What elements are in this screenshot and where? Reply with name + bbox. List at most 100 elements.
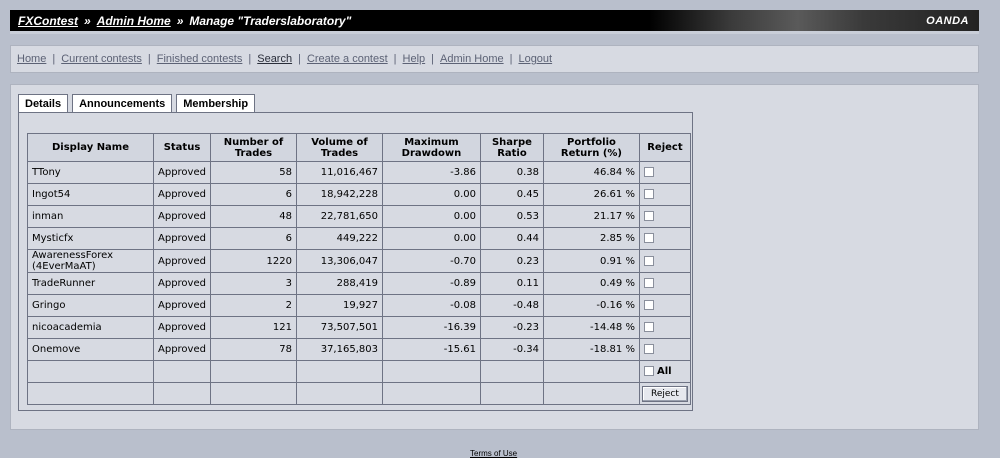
nav-create-contest-link[interactable]: Create a contest — [306, 53, 388, 65]
reject-checkbox[interactable] — [643, 189, 654, 199]
cell-sharpe-ratio: 0.38 — [479, 161, 544, 184]
cell-status: Approved — [153, 205, 211, 228]
cell-trades-count: 6 — [209, 227, 297, 250]
cell-sharpe-ratio: -0.23 — [479, 316, 544, 339]
membership-table: Display Name Status Number of Trades Vol… — [27, 133, 691, 405]
empty-cell — [479, 382, 544, 405]
breadcrumb-admin-home-link[interactable]: Admin Home — [96, 13, 171, 28]
cell-sharpe-ratio: 0.23 — [479, 249, 544, 273]
cell-display-name: Mysticfx — [27, 227, 154, 250]
cell-status: Approved — [153, 294, 211, 317]
cell-max-drawdown: -16.39 — [381, 316, 481, 339]
cell-portfolio-return: -18.81 % — [542, 338, 640, 361]
empty-cell — [27, 382, 154, 405]
cell-status: Approved — [153, 183, 211, 206]
cell-display-name: Onemove — [27, 338, 154, 361]
cell-max-drawdown: -15.61 — [381, 338, 481, 361]
reject-checkbox[interactable] — [643, 255, 654, 266]
nav-help-link[interactable]: Help — [402, 53, 426, 65]
select-all-label: All — [656, 365, 672, 377]
header-divider — [10, 31, 979, 34]
table-row: Mysticfx Approved 6 449,222 0.00 0.44 2.85 % — [27, 227, 691, 250]
cell-display-name: TTony — [27, 161, 154, 184]
reject-checkbox[interactable] — [643, 211, 654, 221]
reject-button[interactable]: Reject — [641, 385, 688, 402]
reject-checkbox[interactable] — [643, 233, 654, 243]
table-row: TTony Approved 58 11,016,467 -3.86 0.38 46.84 … — [27, 161, 691, 184]
reject-checkbox[interactable] — [643, 278, 654, 288]
nav-search-link[interactable]: Search — [257, 53, 293, 65]
empty-cell — [381, 382, 481, 405]
col-volume-of-trades: Volume of Trades — [295, 133, 383, 162]
cell-trades-volume: 22,781,650 — [295, 205, 383, 228]
tab-details[interactable]: Details — [18, 94, 69, 112]
nav-separator: | — [248, 53, 252, 65]
cell-max-drawdown: -0.89 — [381, 272, 481, 295]
cell-max-drawdown: -0.70 — [381, 249, 481, 273]
cell-reject — [638, 249, 691, 273]
cell-display-name: nicoacademia — [27, 316, 154, 339]
table-row: Ingot54 Approved 6 18,942,228 0.00 0.45 26.61 … — [27, 183, 691, 206]
cell-status: Approved — [153, 249, 211, 273]
cell-portfolio-return: -0.16 % — [542, 294, 640, 317]
breadcrumb: FXContest » Admin Home » Manage "Traders… — [10, 14, 351, 28]
cell-status: Approved — [153, 272, 211, 295]
col-display-name: Display Name — [27, 133, 154, 162]
reject-checkbox[interactable] — [643, 167, 654, 177]
reject-checkbox[interactable] — [643, 300, 654, 310]
cell-max-drawdown: 0.00 — [381, 227, 481, 250]
cell-trades-volume: 11,016,467 — [295, 161, 383, 184]
cell-trades-count: 1220 — [209, 249, 297, 273]
cell-display-name: Ingot54 — [27, 183, 154, 206]
tab-strip: Details Announcements Membership — [18, 94, 256, 114]
cell-status: Approved — [153, 338, 211, 361]
empty-cell — [295, 382, 383, 405]
cell-max-drawdown: -0.08 — [381, 294, 481, 317]
empty-cell — [153, 382, 211, 405]
tab-announcements[interactable]: Announcements — [72, 94, 173, 112]
select-all-cell: All — [638, 360, 691, 383]
cell-trades-count: 58 — [209, 161, 297, 184]
membership-panel: Display Name Status Number of Trades Vol… — [18, 112, 693, 411]
cell-display-name: TradeRunner — [27, 272, 154, 295]
col-number-of-trades: Number of Trades — [209, 133, 297, 162]
nav-logout-link[interactable]: Logout — [518, 53, 553, 65]
cell-reject — [638, 316, 691, 339]
main-panel: Details Announcements Membership Display… — [10, 84, 979, 430]
col-maximum-drawdown: Maximum Drawdown — [381, 133, 481, 162]
table-row: TradeRunner Approved 3 288,419 -0.89 0.11 0.49… — [27, 272, 691, 295]
cell-sharpe-ratio: -0.48 — [479, 294, 544, 317]
cell-portfolio-return: 0.49 % — [542, 272, 640, 295]
cell-portfolio-return: 26.61 % — [542, 183, 640, 206]
cell-reject — [638, 272, 691, 295]
nav-home-link[interactable]: Home — [17, 53, 47, 65]
cell-reject — [638, 183, 691, 206]
tab-membership[interactable]: Membership — [176, 94, 256, 114]
cell-trades-volume: 37,165,803 — [295, 338, 383, 361]
cell-trades-volume: 449,222 — [295, 227, 383, 250]
cell-trades-volume: 288,419 — [295, 272, 383, 295]
nav-finished-contests-link[interactable]: Finished contests — [156, 53, 243, 65]
table-row: inman Approved 48 22,781,650 0.00 0.53 21.17 % — [27, 205, 691, 228]
select-all-checkbox[interactable] — [643, 366, 654, 377]
reject-checkbox[interactable] — [643, 322, 654, 332]
cell-display-name: AwarenessForex (4EverMaAT) — [27, 249, 154, 273]
nav-separator: | — [431, 53, 435, 65]
action-row: Reject — [27, 382, 691, 405]
brand-banner: OANDA — [649, 10, 979, 31]
empty-cell — [27, 360, 154, 383]
breadcrumb-fxcontest-link[interactable]: FXContest — [18, 13, 78, 28]
reject-checkbox[interactable] — [643, 344, 654, 354]
cell-reject — [638, 205, 691, 228]
cell-trades-count: 48 — [209, 205, 297, 228]
cell-trades-count: 2 — [209, 294, 297, 317]
terms-of-use-link[interactable]: Terms of Use — [470, 449, 518, 458]
cell-max-drawdown: -3.86 — [381, 161, 481, 184]
table-row: AwarenessForex (4EverMaAT) Approved 1220 13… — [27, 249, 691, 273]
nav-admin-home-link[interactable]: Admin Home — [440, 53, 504, 65]
header-bar: FXContest » Admin Home » Manage "Traders… — [10, 10, 979, 31]
empty-cell — [295, 360, 383, 383]
nav-current-contests-link[interactable]: Current contests — [61, 53, 142, 65]
cell-portfolio-return: 2.85 % — [542, 227, 640, 250]
cell-status: Approved — [153, 227, 211, 250]
